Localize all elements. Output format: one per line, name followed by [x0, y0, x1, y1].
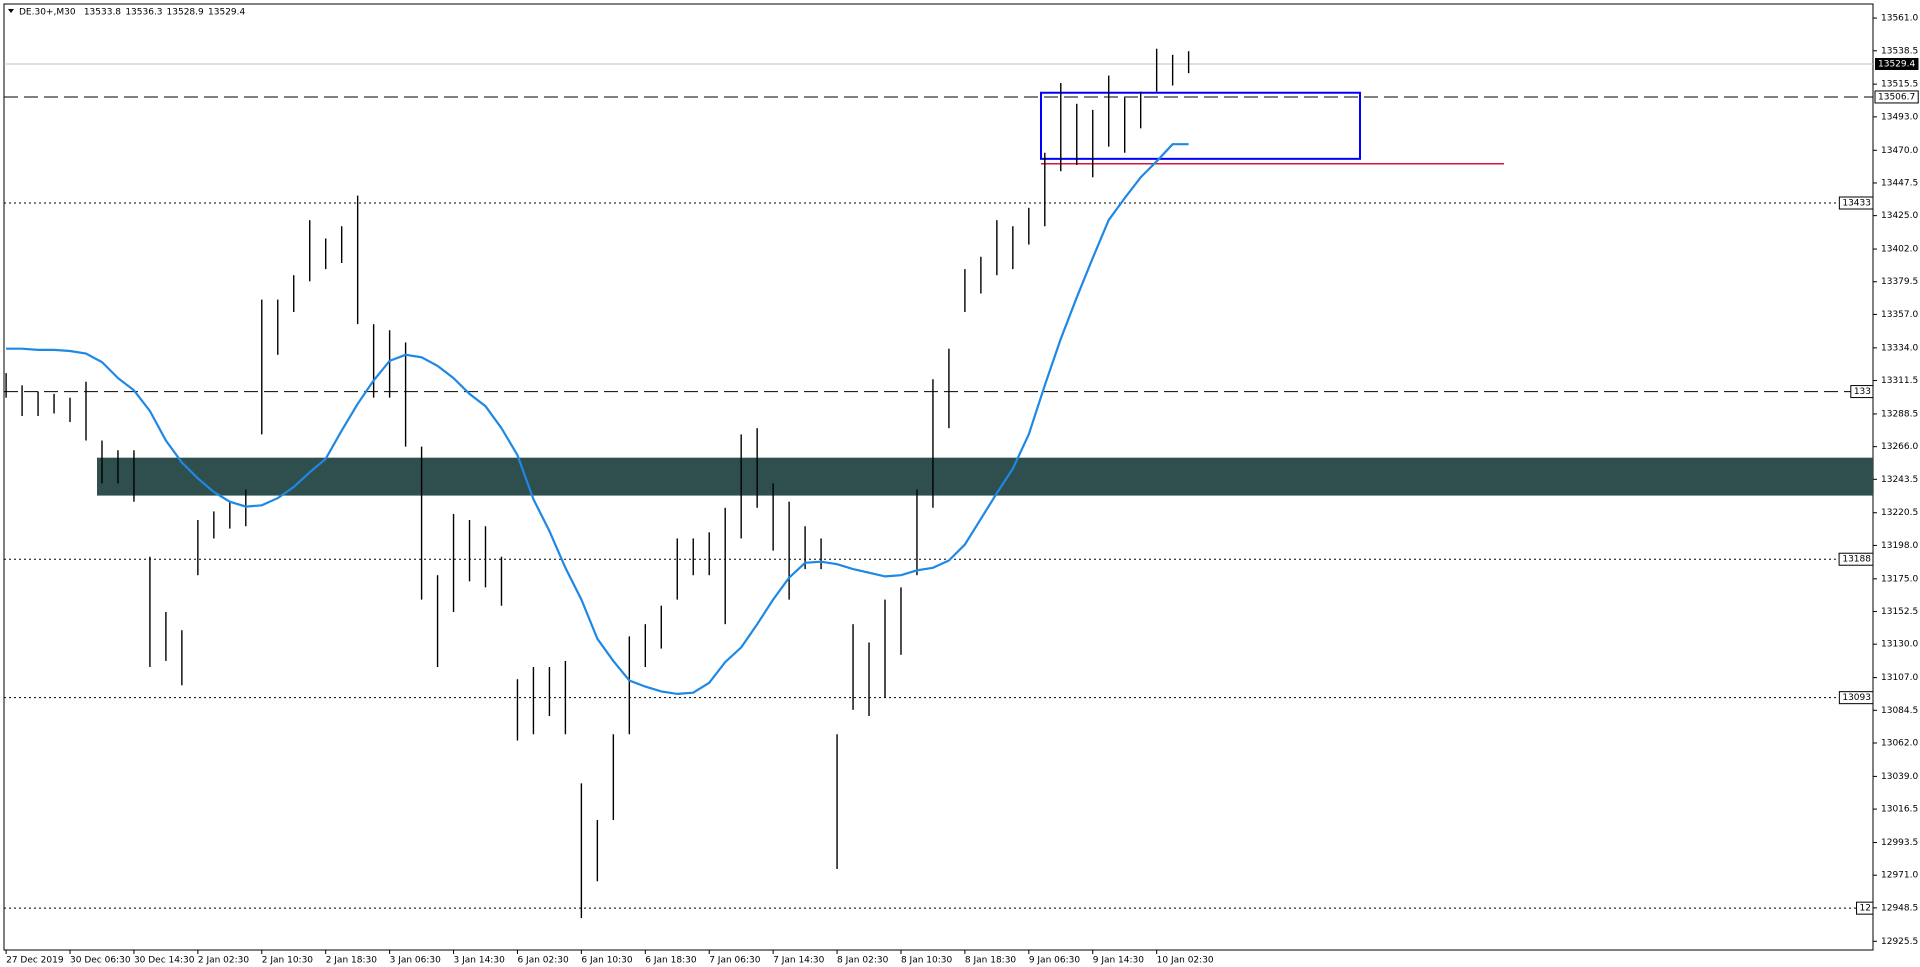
- y-tick-label: 13493.0: [1881, 112, 1918, 122]
- y-tick-label: 13288.5: [1881, 409, 1918, 419]
- y-tick-label: 13016.5: [1881, 805, 1918, 815]
- y-tick-label: 13379.5: [1881, 277, 1918, 287]
- y-tick-label: 13311.5: [1881, 376, 1918, 386]
- header-value: 13528.9: [167, 8, 204, 18]
- x-tick-label: 2 Jan 10:30: [262, 956, 314, 966]
- y-tick-label: 13538.5: [1881, 46, 1918, 56]
- header-value: 13529.4: [208, 8, 245, 18]
- level-label-box: [1838, 196, 1874, 210]
- x-tick-label: 8 Jan 18:30: [965, 956, 1017, 966]
- level-label: 133: [1854, 387, 1871, 397]
- menu-arrow[interactable]: [8, 9, 14, 13]
- y-tick-label: 12993.5: [1881, 838, 1918, 848]
- y-tick-label: 13357.0: [1881, 310, 1918, 320]
- moving-average: [6, 143, 1189, 696]
- level-label: 13188: [1842, 555, 1871, 565]
- current-price-box: [1875, 57, 1919, 70]
- x-tick-label: 2 Jan 18:30: [326, 956, 378, 966]
- y-tick-label: 13243.5: [1881, 475, 1918, 485]
- y-tick-label: 12948.5: [1881, 903, 1918, 913]
- y-tick-label: 13447.5: [1881, 178, 1918, 188]
- x-tick-label: 8 Jan 10:30: [901, 956, 953, 966]
- level-label: 12: [1860, 904, 1871, 914]
- x-tick-label: 30 Dec 06:30: [70, 956, 131, 966]
- x-tick-label: 7 Jan 14:30: [773, 956, 825, 966]
- x-tick-label: 6 Jan 18:30: [645, 956, 697, 966]
- y-tick-label: 13425.0: [1881, 211, 1918, 221]
- y-tick-label: 13561.0: [1881, 14, 1918, 24]
- x-tick-label: 8 Jan 02:30: [837, 956, 889, 966]
- x-tick-label: 30 Dec 14:30: [134, 956, 195, 966]
- level-axis-label: 13506.7: [1878, 92, 1915, 102]
- level-label-box: [1856, 901, 1874, 915]
- y-tick-label: 13084.5: [1881, 706, 1918, 716]
- chart-title: DE.30+,M30: [19, 8, 76, 18]
- y-tick-label: 12925.5: [1881, 937, 1918, 947]
- x-tick-label: 6 Jan 10:30: [581, 956, 633, 966]
- y-tick-label: 13266.0: [1881, 442, 1918, 452]
- y-tick-label: 13039.0: [1881, 772, 1918, 782]
- x-tick-label: 7 Jan 06:30: [709, 956, 761, 966]
- level-axis-box: [1874, 90, 1919, 104]
- y-tick-label: 13175.0: [1881, 574, 1918, 584]
- range-box: [1040, 91, 1361, 160]
- y-tick-label: 13220.5: [1881, 508, 1918, 518]
- y-tick-label: 13515.5: [1881, 80, 1918, 90]
- y-tick-label: 13107.0: [1881, 673, 1918, 683]
- x-tick-label: 3 Jan 14:30: [454, 956, 506, 966]
- header-value: 13536.3: [125, 8, 162, 18]
- y-tick-label: 13402.0: [1881, 245, 1918, 255]
- current-price-label: 13529.4: [1878, 59, 1915, 69]
- x-tick-label: 9 Jan 14:30: [1093, 956, 1145, 966]
- x-tick-label: 10 Jan 02:30: [1157, 956, 1214, 966]
- y-tick-label: 13470.0: [1881, 146, 1918, 156]
- level-label-box: [1838, 691, 1874, 705]
- support-zone: [97, 457, 1873, 496]
- x-tick-label: 3 Jan 06:30: [390, 956, 442, 966]
- x-tick-label: 9 Jan 06:30: [1029, 956, 1081, 966]
- y-tick-label: 13334.0: [1881, 343, 1918, 353]
- header-value: 13533.8: [84, 8, 121, 18]
- y-tick-label: 13198.0: [1881, 541, 1918, 551]
- y-tick-label: 13130.0: [1881, 640, 1918, 650]
- y-tick-label: 13152.5: [1881, 607, 1918, 617]
- level-label-box: [1838, 552, 1874, 566]
- x-tick-label: 2 Jan 02:30: [198, 956, 250, 966]
- x-tick-label: 6 Jan 02:30: [517, 956, 569, 966]
- level-label: 13093: [1842, 693, 1871, 703]
- level-label-box: [1850, 385, 1874, 399]
- level-label: 13433: [1842, 199, 1871, 209]
- x-tick-label: 27 Dec 2019: [6, 956, 64, 966]
- y-tick-label: 13062.0: [1881, 738, 1918, 748]
- y-tick-label: 12971.0: [1881, 871, 1918, 881]
